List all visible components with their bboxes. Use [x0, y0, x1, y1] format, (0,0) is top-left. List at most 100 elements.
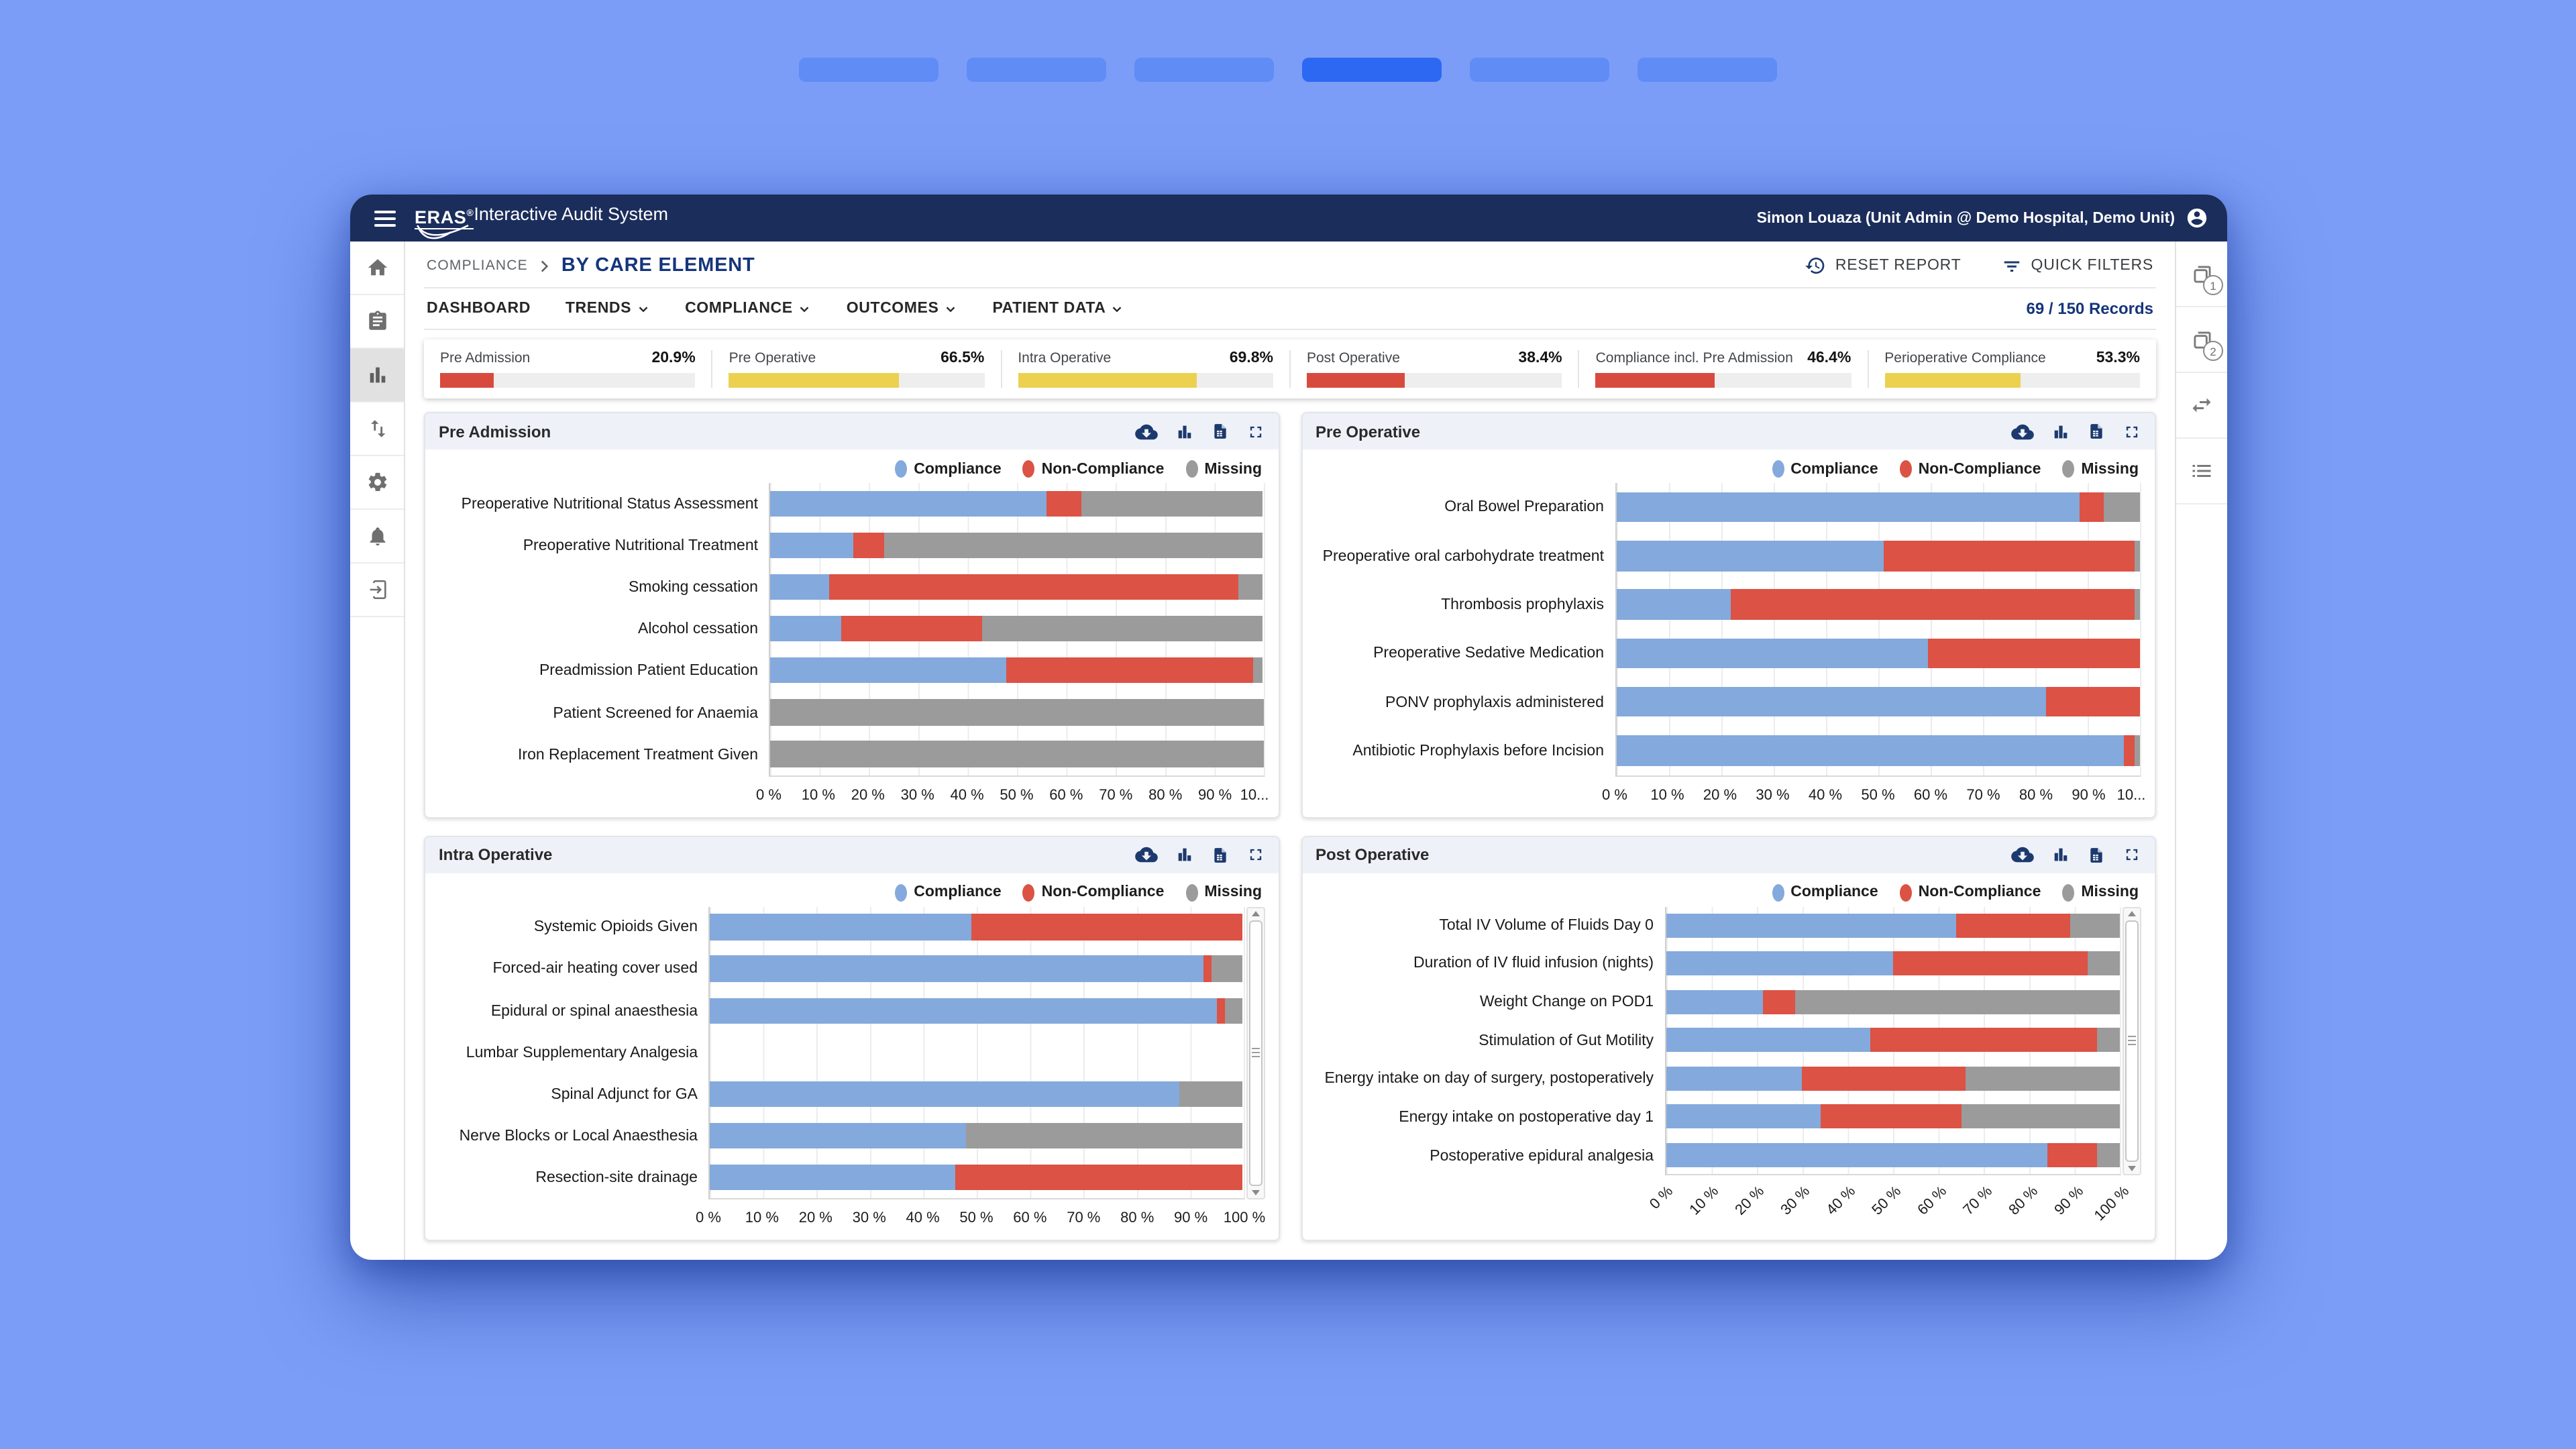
menu-icon[interactable] — [374, 210, 396, 226]
bar-segment-missing[interactable] — [2097, 1142, 2120, 1167]
bar-segment-missing[interactable] — [1224, 998, 1243, 1024]
tab-dashboard[interactable]: DASHBOARD — [427, 301, 531, 317]
legend-item[interactable]: Missing — [2062, 883, 2139, 901]
bar-chart-icon[interactable] — [2051, 845, 2070, 864]
fullscreen-icon[interactable] — [2123, 422, 2141, 441]
bar-segment-non-compliance[interactable] — [2047, 1142, 2098, 1167]
bar-segment-compliance[interactable] — [770, 532, 854, 559]
bar-segment-non-compliance[interactable] — [1802, 1066, 1966, 1091]
account-icon[interactable] — [2186, 207, 2208, 229]
bar-segment-non-compliance[interactable] — [971, 914, 1243, 941]
bar-segment-missing[interactable] — [1965, 1066, 2120, 1091]
top-tab[interactable] — [1470, 58, 1609, 82]
export-file-icon[interactable] — [2088, 421, 2105, 441]
bar-segment-non-compliance[interactable] — [1870, 1028, 2098, 1053]
bar-segment-compliance[interactable] — [1616, 541, 1884, 572]
bar-segment-non-compliance[interactable] — [1046, 490, 1081, 517]
top-tab[interactable] — [1638, 58, 1777, 82]
sidebar-item-logout[interactable] — [350, 564, 404, 617]
cloud-download-icon[interactable] — [2011, 422, 2034, 441]
sidebar-item-notifications[interactable] — [350, 510, 404, 564]
sidebar-item-transfer[interactable] — [350, 402, 404, 456]
sidebar-item-reports[interactable] — [350, 349, 404, 402]
bar-segment-compliance[interactable] — [1616, 589, 1731, 620]
bar-segment-compliance[interactable] — [1616, 638, 1928, 669]
bar-segment-non-compliance[interactable] — [1006, 657, 1254, 684]
tab-patient-data[interactable]: PATIENT DATA — [992, 301, 1124, 317]
legend-item[interactable]: Non-Compliance — [1899, 460, 2041, 478]
cloud-download-icon[interactable] — [1134, 845, 1157, 864]
bar-segment-compliance[interactable] — [770, 616, 842, 642]
bar-segment-non-compliance[interactable] — [955, 1164, 1243, 1191]
fullscreen-icon[interactable] — [1246, 422, 1265, 441]
sidebar-item-view-1[interactable]: 1 — [2176, 241, 2227, 307]
legend-item[interactable]: Compliance — [895, 460, 1002, 478]
bar-segment-non-compliance[interactable] — [2124, 735, 2135, 766]
sidebar-item-settings[interactable] — [350, 456, 404, 510]
bar-segment-compliance[interactable] — [1666, 1066, 1803, 1091]
bar-segment-compliance[interactable] — [710, 1164, 955, 1191]
bar-segment-compliance[interactable] — [770, 574, 830, 600]
export-file-icon[interactable] — [1211, 421, 1228, 441]
legend-item[interactable]: Non-Compliance — [1899, 883, 2041, 901]
fullscreen-icon[interactable] — [1246, 845, 1265, 864]
reset-report-button[interactable]: RESET REPORT — [1805, 255, 1962, 276]
bar-segment-non-compliance[interactable] — [1763, 989, 1795, 1014]
bar-segment-compliance[interactable] — [770, 490, 1046, 517]
scroll-up-icon[interactable] — [2128, 910, 2136, 916]
bar-segment-missing[interactable] — [2135, 735, 2140, 766]
vertical-scrollbar[interactable] — [2123, 906, 2141, 1175]
sidebar-item-audit[interactable] — [350, 295, 404, 349]
export-file-icon[interactable] — [2088, 845, 2105, 865]
bar-segment-missing[interactable] — [1081, 490, 1263, 517]
sidebar-item-home[interactable] — [350, 241, 404, 295]
scroll-down-icon[interactable] — [1251, 1190, 1259, 1195]
top-tab[interactable] — [799, 58, 938, 82]
bar-segment-compliance[interactable] — [710, 1122, 966, 1149]
bar-segment-missing[interactable] — [982, 616, 1263, 642]
sidebar-item-compare[interactable] — [2176, 373, 2227, 439]
bar-segment-missing[interactable] — [1794, 989, 2120, 1014]
bar-segment-compliance[interactable] — [1666, 1028, 1870, 1053]
bar-segment-non-compliance[interactable] — [1883, 541, 2135, 572]
cloud-download-icon[interactable] — [2011, 845, 2034, 864]
bar-segment-non-compliance[interactable] — [853, 532, 884, 559]
bar-segment-missing[interactable] — [2070, 913, 2120, 938]
export-file-icon[interactable] — [1211, 845, 1228, 865]
bar-segment-non-compliance[interactable] — [829, 574, 1239, 600]
legend-item[interactable]: Missing — [1185, 883, 1262, 901]
bar-segment-missing[interactable] — [1211, 955, 1243, 982]
scrollbar-thumb[interactable] — [1248, 920, 1262, 1186]
bar-segment-compliance[interactable] — [1616, 686, 2046, 717]
legend-item[interactable]: Compliance — [1772, 460, 1878, 478]
bar-segment-missing[interactable] — [1179, 1081, 1243, 1107]
sidebar-item-list[interactable] — [2176, 439, 2227, 504]
bar-segment-missing[interactable] — [1238, 574, 1263, 600]
bar-segment-non-compliance[interactable] — [1731, 589, 2135, 620]
top-tab[interactable] — [1302, 58, 1442, 82]
bar-segment-compliance[interactable] — [1666, 989, 1764, 1014]
bar-chart-icon[interactable] — [2051, 422, 2070, 441]
legend-item[interactable]: Compliance — [1772, 883, 1878, 901]
cloud-download-icon[interactable] — [1134, 422, 1157, 441]
bar-segment-missing[interactable] — [1961, 1104, 2120, 1129]
bar-segment-missing[interactable] — [2135, 589, 2140, 620]
scroll-down-icon[interactable] — [2128, 1166, 2136, 1171]
top-tab[interactable] — [967, 58, 1106, 82]
tab-compliance[interactable]: COMPLIANCE — [685, 301, 812, 317]
bar-segment-compliance[interactable] — [1616, 492, 2080, 523]
bar-segment-compliance[interactable] — [1616, 735, 2125, 766]
tab-outcomes[interactable]: OUTCOMES — [847, 301, 958, 317]
bar-segment-compliance[interactable] — [1666, 1104, 1821, 1129]
bar-segment-compliance[interactable] — [710, 955, 1203, 982]
legend-item[interactable]: Non-Compliance — [1022, 883, 1164, 901]
bar-chart-icon[interactable] — [1175, 422, 1193, 441]
tab-trends[interactable]: TRENDS — [566, 301, 650, 317]
bar-segment-non-compliance[interactable] — [2045, 686, 2140, 717]
bar-segment-missing[interactable] — [1253, 657, 1263, 684]
bar-segment-missing[interactable] — [2088, 951, 2120, 976]
bar-segment-compliance[interactable] — [770, 657, 1007, 684]
legend-item[interactable]: Missing — [2062, 460, 2139, 478]
bar-segment-compliance[interactable] — [1666, 951, 1893, 976]
legend-item[interactable]: Missing — [1185, 460, 1262, 478]
